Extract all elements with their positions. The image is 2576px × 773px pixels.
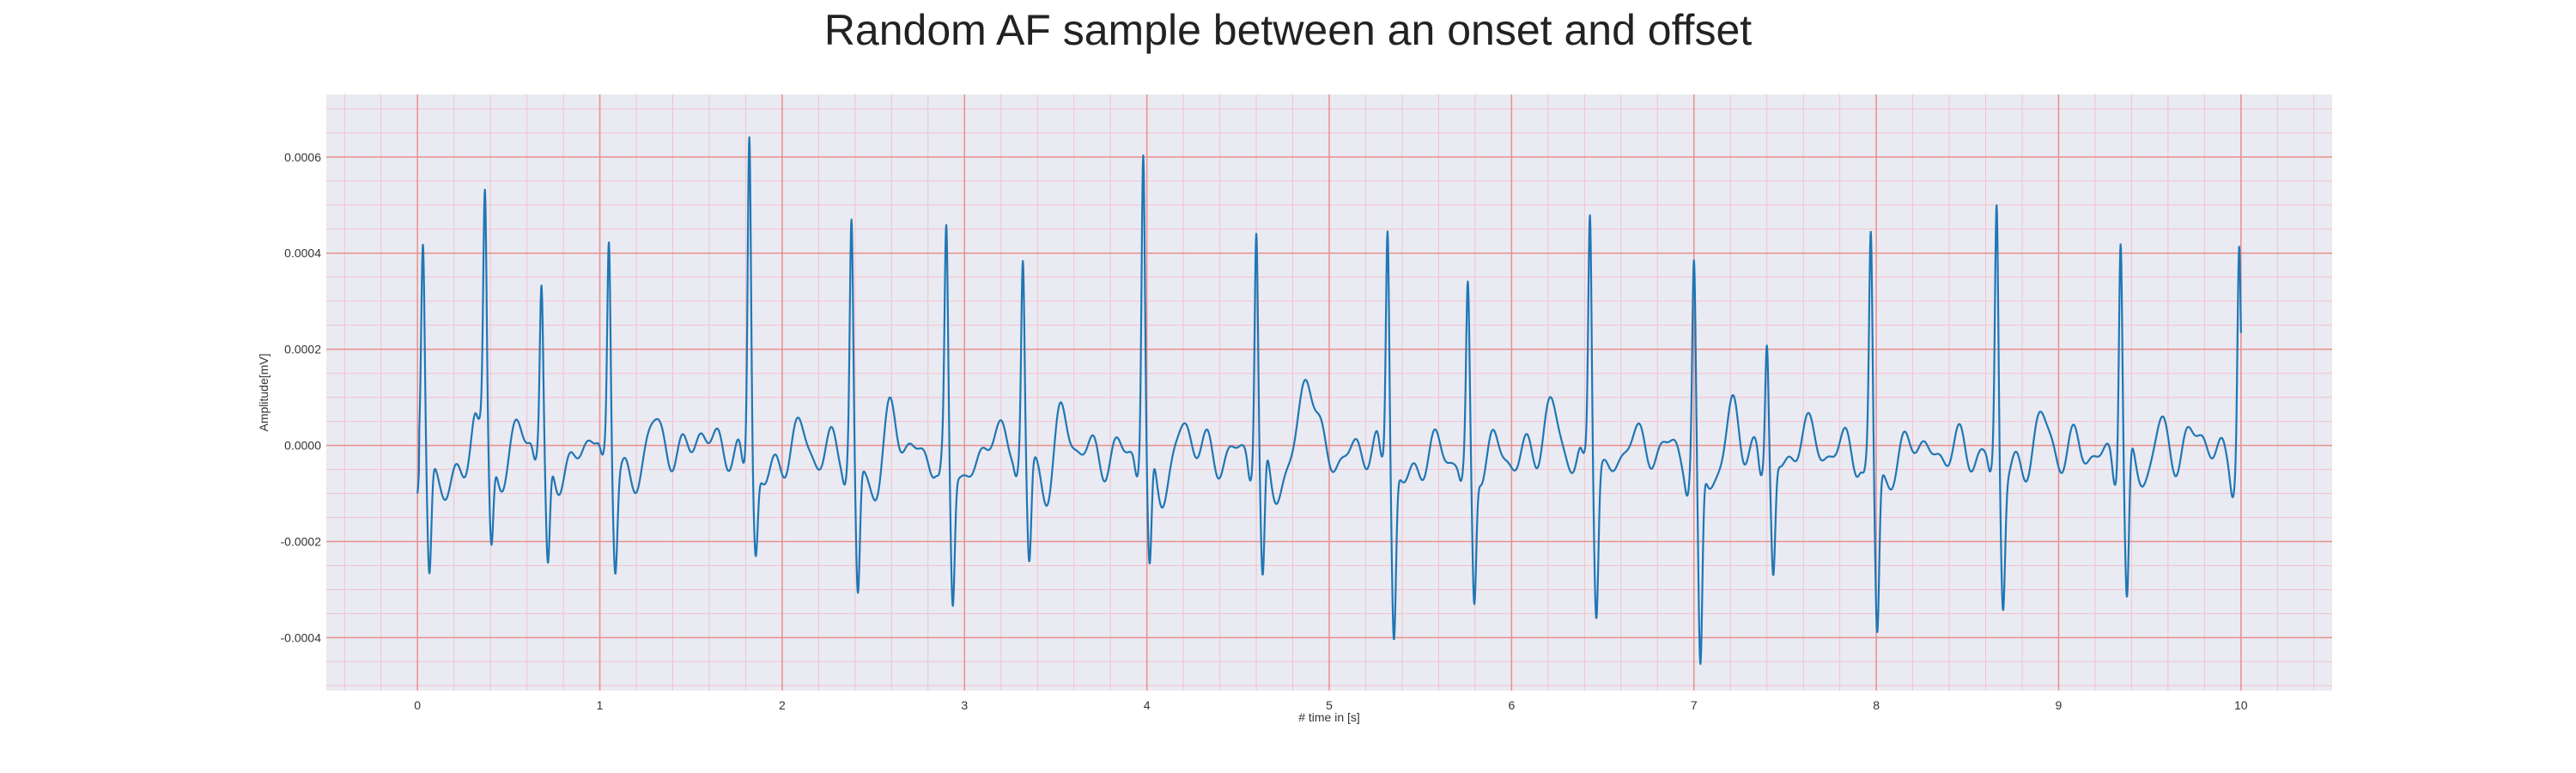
x-tick-label: 7	[1691, 698, 1698, 712]
y-tick-label: 0.0004	[284, 247, 321, 260]
x-axis-label: # time in [s]	[1298, 710, 1360, 724]
x-tick-label: 5	[1326, 698, 1333, 712]
x-tick-label: 0	[414, 698, 421, 712]
x-tick-label: 4	[1144, 698, 1151, 712]
y-tick-label: -0.0002	[281, 535, 322, 549]
y-tick-label: 0.0002	[284, 343, 321, 356]
chart-title: Random AF sample between an onset and of…	[823, 6, 1753, 54]
x-tick-label: 1	[597, 698, 604, 712]
y-tick-label: 0.0006	[284, 150, 321, 164]
x-tick-label: 8	[1873, 698, 1880, 712]
x-tick-label: 2	[779, 698, 786, 712]
x-tick-label: 9	[2056, 698, 2063, 712]
x-axis-ticks: 0 1 2 3 4 5 6 7 8 9 10	[414, 698, 2248, 712]
x-tick-label: 6	[1508, 698, 1515, 712]
y-tick-label: -0.0004	[281, 630, 322, 644]
x-tick-label: 10	[2234, 698, 2248, 712]
x-tick-label: 3	[961, 698, 968, 712]
y-axis-label: Amplitude[mV]	[257, 353, 270, 431]
y-axis-ticks: -0.0004 -0.0002 0.0000 0.0002 0.0004 0.0006	[281, 150, 322, 645]
series-line	[416, 136, 2242, 666]
y-tick-label: 0.0000	[284, 439, 321, 453]
